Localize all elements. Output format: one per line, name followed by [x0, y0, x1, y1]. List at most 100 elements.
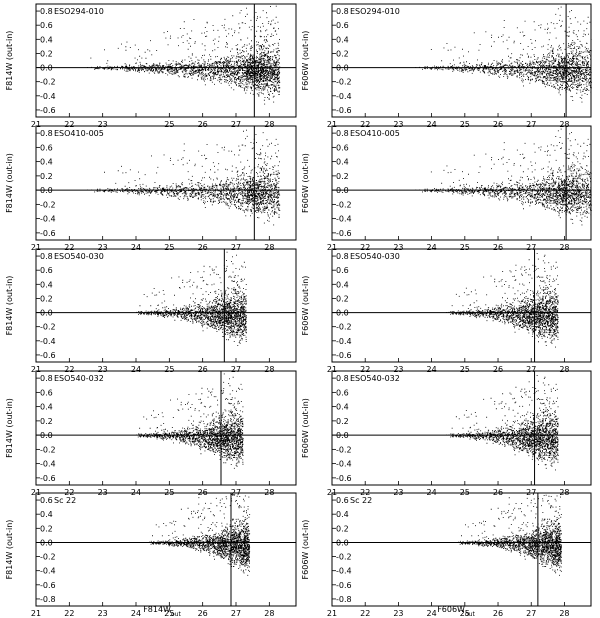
x-tick-label: 24	[131, 609, 141, 618]
y-tick-label: -0.6	[40, 474, 56, 483]
x-tick-label: 24	[131, 243, 141, 252]
plot-frame	[35, 492, 297, 607]
y-tick-label: 0.8	[336, 252, 349, 261]
y-tick-label: -0.4	[40, 337, 56, 346]
y-axis-label: F606W (out-in)	[301, 520, 310, 580]
x-tick-label: 27	[526, 365, 536, 374]
x-tick-label: 21	[31, 120, 41, 129]
x-tick-label: 22	[64, 365, 74, 374]
y-tick-label: -0.2	[40, 553, 56, 562]
x-tick-label: 27	[231, 120, 241, 129]
x-tick-label: 25	[460, 365, 470, 374]
x-tick-label: 26	[198, 365, 208, 374]
panel-left-4: 0.6 0.4 0.2 0.0 -0.2 -0.4 -0.6 -0.8 21 22 23 24 25 26…	[5, 492, 297, 618]
y-tick-label: 0.2	[336, 172, 349, 181]
x-tick-label: 26	[198, 243, 208, 252]
scatter-cloud	[149, 494, 251, 576]
x-tick-label: 23	[98, 609, 108, 618]
panel-left-3: 0.80.60.40.20.0-0.2-0.4-0.621 22 23 24 25 26 2…	[5, 370, 297, 497]
panel-label: ESO294-010	[350, 7, 400, 16]
y-tick-label: 0.6	[336, 266, 349, 275]
y-tick-label: 0.4	[336, 403, 349, 412]
y-tick-label: 0.2	[40, 49, 53, 58]
x-tick-label: 27	[231, 365, 241, 374]
scatter-points	[415, 6, 592, 103]
x-tick-label: 26	[493, 120, 503, 129]
scatter-cloud	[87, 129, 281, 226]
y-tick-label: 0.6	[336, 21, 349, 30]
panel-label: ESO410-005	[54, 129, 104, 138]
y-tick-label: -0.4	[40, 215, 56, 224]
y-tick-label: 0.0	[40, 431, 53, 440]
x-tick-label: 28	[559, 243, 569, 252]
y-tick-label: -0.2	[40, 445, 56, 454]
y-axis-label: F814W (out-in)	[5, 153, 14, 213]
x-tick-label: 24	[427, 120, 437, 129]
y-tick-label: -0.4	[336, 460, 352, 469]
panel-right-1: 0.8 0.6 0.4 0.2 0.0 -0.2 -0.4 -0.6 21 22 23 24 25 26 2…	[301, 125, 592, 252]
y-tick-label: 0.0	[336, 538, 349, 547]
x-tick-label: 25	[460, 120, 470, 129]
scatter-points	[87, 5, 281, 105]
plot-frame	[331, 3, 592, 118]
y-tick-label: 0.6	[40, 21, 53, 30]
y-tick-label: -0.2	[336, 78, 352, 87]
x-tick-label: 21	[327, 365, 337, 374]
y-tick-label: 0.6	[40, 388, 53, 397]
y-tick-label: 0.2	[336, 49, 349, 58]
y-tick-label: 0.8	[40, 7, 53, 16]
x-tick-label: 23	[393, 243, 403, 252]
y-tick-label: 0.2	[40, 524, 53, 533]
y-tick-label: -0.6	[336, 229, 352, 238]
x-tick-label: 24	[427, 365, 437, 374]
panel-left-1: 0.8 0.6 0.4 0.2 0.0 -0.2 -0.4 -0.6 21 22 23 24 25 26 2…	[5, 125, 297, 252]
x-tick-label: 23	[98, 365, 108, 374]
y-axis-label: F814W (out-in)	[5, 398, 14, 458]
panel-label: Sc 22	[350, 496, 372, 505]
y-tick-label: 0.2	[336, 294, 349, 303]
panel-right-2: 0.8 0.6 0.4 0.2 0.0 -0.2 -0.4 -0.6 21 22 23 24 25 26 2…	[301, 248, 592, 374]
panel-label: Sc 22	[54, 496, 76, 505]
y-tick-label: 0.4	[336, 280, 349, 289]
y-axis-label: F814W (out-in)	[5, 276, 14, 336]
plot-frame	[35, 248, 297, 363]
x-tick-label: 28	[559, 365, 569, 374]
x-tick-label: 27	[231, 609, 241, 618]
panel-left-0: 0.8 0.6 0.4 0.2 0.0 -0.2 -0.4 -0.6 21 22 23 25 26 27 2…	[5, 3, 297, 129]
x-tick-label: 28	[559, 609, 569, 618]
y-tick-label: -0.6	[40, 229, 56, 238]
x-tick-label: 26	[198, 120, 208, 129]
x-tick-label: 28	[264, 120, 274, 129]
y-tick-label: 0.8	[40, 252, 53, 261]
y-tick-label: -0.6	[40, 581, 56, 590]
y-tick-label: 0.4	[40, 35, 53, 44]
y-tick-label: 0.8	[336, 374, 349, 383]
plot-frame	[331, 248, 592, 363]
x-tick-label: 24	[427, 243, 437, 252]
y-tick-label: 0.8	[40, 129, 53, 138]
x-tick-label: 25	[460, 243, 470, 252]
y-axis-label: F814W (out-in)	[5, 520, 14, 580]
scatter-points	[446, 253, 559, 348]
scatter-cloud	[446, 375, 559, 471]
x-tick-label: 22	[64, 609, 74, 618]
y-tick-label: 0.4	[336, 35, 349, 44]
plot-frame	[35, 3, 297, 118]
x-tick-label: 23	[393, 120, 403, 129]
x-tick-label: 23	[393, 609, 403, 618]
x-tick-label: 23	[98, 243, 108, 252]
panel-label: ESO410-005	[350, 129, 400, 138]
x-tick-label: 25	[164, 243, 174, 252]
y-tick-label: 0.2	[40, 172, 53, 181]
y-tick-label: -0.6	[336, 474, 352, 483]
scatter-cloud	[458, 494, 562, 576]
x-tick-label: 27	[526, 120, 536, 129]
y-tick-label: -0.4	[40, 92, 56, 101]
panel-label: ESO294-010	[54, 7, 104, 16]
x-tick-label: 21	[31, 243, 41, 252]
y-tick-label: 0.4	[40, 510, 53, 519]
scatter-cloud	[415, 128, 592, 226]
y-tick-label: 0.0	[40, 538, 53, 547]
scatter-points	[136, 251, 247, 346]
